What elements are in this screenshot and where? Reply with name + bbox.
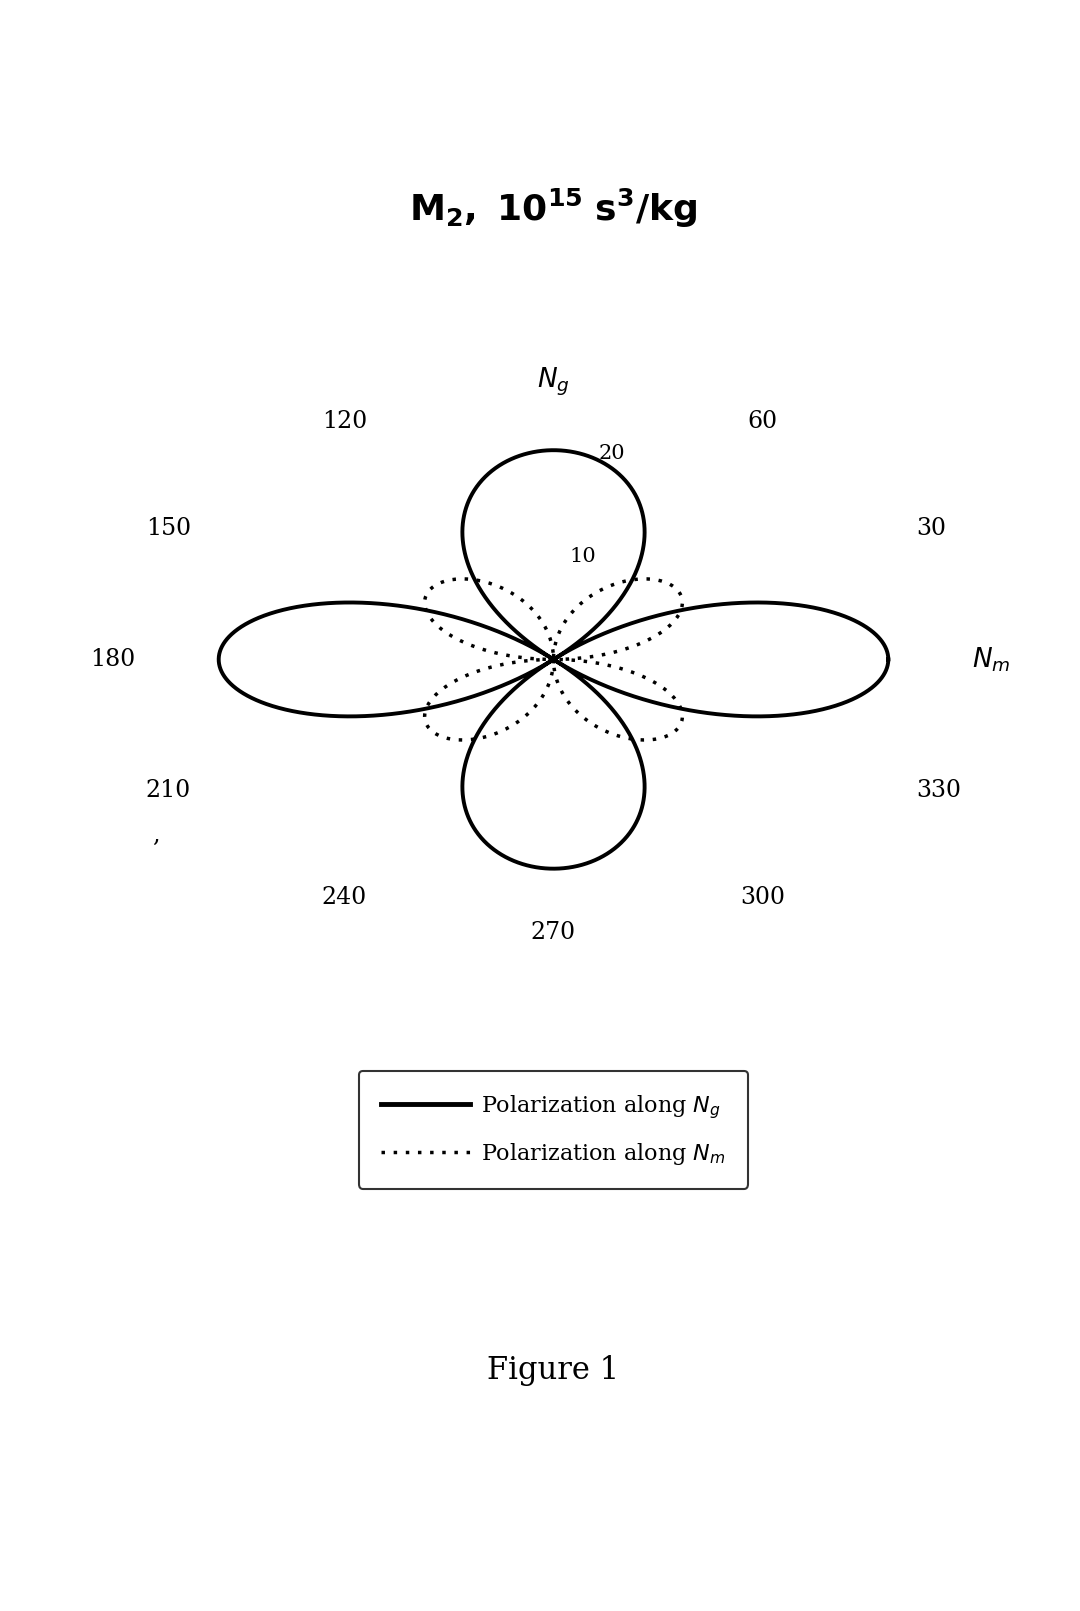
Text: 210: 210: [146, 778, 191, 802]
Text: 270: 270: [531, 921, 576, 944]
Text: $N_m$: $N_m$: [972, 644, 1011, 673]
Text: $N_g$: $N_g$: [537, 366, 570, 398]
Text: ,: ,: [152, 823, 160, 847]
Text: 180: 180: [90, 648, 135, 670]
Text: 150: 150: [146, 517, 191, 540]
Text: $\mathbf{M_2,\ 10^{15}\ s^3/kg}$: $\mathbf{M_2,\ 10^{15}\ s^3/kg}$: [409, 187, 698, 230]
Legend: Polarization along $N_g$, Polarization along $N_m$: Polarization along $N_g$, Polarization a…: [359, 1070, 748, 1189]
Text: 240: 240: [322, 886, 367, 909]
Text: 120: 120: [322, 409, 367, 433]
Text: 60: 60: [747, 409, 778, 433]
Text: 300: 300: [740, 886, 785, 909]
Text: 330: 330: [916, 778, 961, 802]
Text: 10: 10: [569, 546, 596, 565]
Text: Figure 1: Figure 1: [487, 1355, 620, 1385]
Text: 30: 30: [916, 517, 946, 540]
Text: 20: 20: [598, 445, 625, 462]
